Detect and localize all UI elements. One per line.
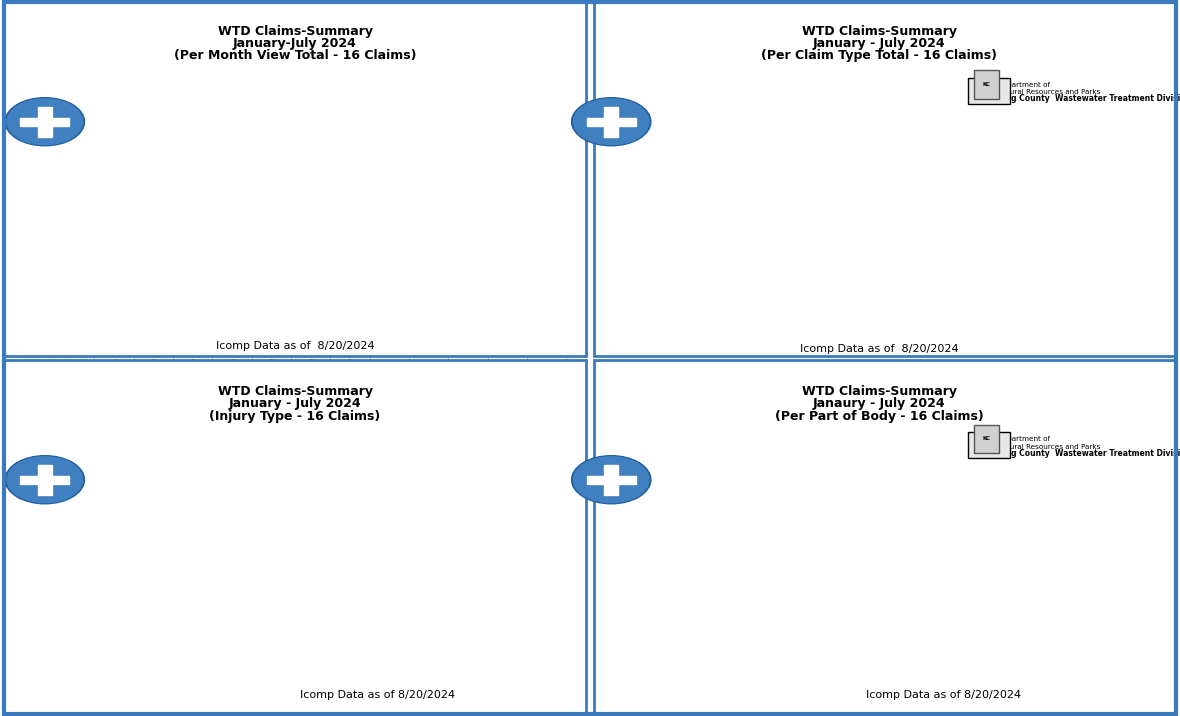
Legend: Medical Only, Claims: Medical Only, Claims (620, 679, 725, 713)
Bar (142, 543, 188, 555)
Text: 7: 7 (299, 533, 306, 543)
Text: Timeloss, 4,
25%: Timeloss, 4, 25% (890, 129, 974, 157)
Text: 2: 2 (938, 601, 945, 611)
Text: Icomp Data as of  8/20/2024: Icomp Data as of 8/20/2024 (216, 341, 374, 351)
Text: 1: 1 (160, 544, 169, 554)
Bar (997, 440, 1020, 634)
Bar (142, 509, 188, 520)
Wedge shape (890, 77, 998, 185)
Text: Medical only, 12,
75%: Medical only, 12, 75% (784, 218, 902, 246)
Text: January-July 2024: January-July 2024 (234, 37, 356, 50)
Text: 1: 1 (828, 615, 837, 625)
Bar (1087, 579, 1109, 634)
Bar (821, 606, 844, 634)
Text: Department of: Department of (997, 82, 1050, 88)
Text: 1: 1 (1071, 615, 1079, 625)
Text: January - July 2024: January - July 2024 (813, 37, 945, 50)
Text: Natural Resources and Parks: Natural Resources and Parks (997, 90, 1101, 95)
Text: Janaury - July 2024: Janaury - July 2024 (813, 397, 945, 410)
Text: Department of: Department of (997, 437, 1050, 442)
Text: 1: 1 (806, 615, 813, 625)
Bar (142, 567, 188, 579)
Text: WTD Claims-Summary: WTD Claims-Summary (801, 25, 957, 38)
Text: (Per Part of Body - 16 Claims): (Per Part of Body - 16 Claims) (775, 410, 983, 422)
Text: 2: 2 (184, 475, 191, 485)
Bar (118, 197, 131, 286)
Bar (104, 107, 118, 286)
Legend: Medical Only, Claims: Medical Only, Claims (2, 677, 107, 710)
Text: Natural Resources and Parks: Natural Resources and Parks (997, 444, 1101, 450)
Bar (142, 474, 234, 485)
Text: 1: 1 (160, 602, 169, 612)
Text: King County  Wastewater Treatment Division: King County Wastewater Treatment Divisio… (997, 448, 1180, 458)
Bar (234, 242, 248, 286)
Bar (930, 579, 953, 634)
Bar (349, 242, 363, 286)
Bar (297, 197, 312, 286)
Text: (Injury Type - 16 Claims): (Injury Type - 16 Claims) (209, 410, 381, 422)
Bar (754, 606, 778, 634)
Text: 1: 1 (739, 615, 747, 625)
Text: 1: 1 (160, 568, 169, 578)
Text: January - July 2024: January - July 2024 (229, 397, 361, 410)
Bar (221, 152, 234, 286)
Text: 1: 1 (160, 429, 169, 439)
Text: 1: 1 (872, 615, 879, 625)
Text: 7: 7 (1004, 531, 1012, 541)
Text: WTD Claims-Summary: WTD Claims-Summary (217, 385, 373, 398)
Text: 1: 1 (762, 615, 769, 625)
Bar (142, 429, 188, 440)
Legend: Medical Only, Claims: Medical Only, Claims (694, 309, 799, 342)
Text: Icomp Data as of  8/20/2024: Icomp Data as of 8/20/2024 (800, 344, 958, 354)
Bar (142, 498, 234, 509)
Text: (Per Month View Total - 16 Claims): (Per Month View Total - 16 Claims) (173, 49, 417, 62)
Text: Icomp Data as of 8/20/2024: Icomp Data as of 8/20/2024 (866, 690, 1022, 700)
Text: KC: KC (983, 82, 990, 87)
Bar (142, 533, 463, 543)
Text: King County  Wastewater Treatment Division: King County Wastewater Treatment Divisio… (997, 94, 1180, 103)
Text: 2: 2 (184, 498, 191, 508)
Text: 1: 1 (160, 510, 169, 520)
Bar (732, 606, 754, 634)
Text: WTD Claims-Summary: WTD Claims-Summary (801, 385, 957, 398)
Text: (Per Claim Type Total - 16 Claims): (Per Claim Type Total - 16 Claims) (761, 49, 997, 62)
Bar (864, 606, 887, 634)
Wedge shape (776, 81, 994, 299)
Bar (258, 197, 273, 286)
Bar (798, 606, 821, 634)
Text: WTD Claims-Summary: WTD Claims-Summary (217, 25, 373, 38)
Bar (1063, 606, 1087, 634)
Bar (336, 242, 349, 286)
Text: 2: 2 (1094, 601, 1102, 611)
Text: KC: KC (983, 437, 990, 441)
Text: Icomp Data as of 8/20/2024: Icomp Data as of 8/20/2024 (300, 690, 455, 700)
Bar (142, 601, 188, 613)
